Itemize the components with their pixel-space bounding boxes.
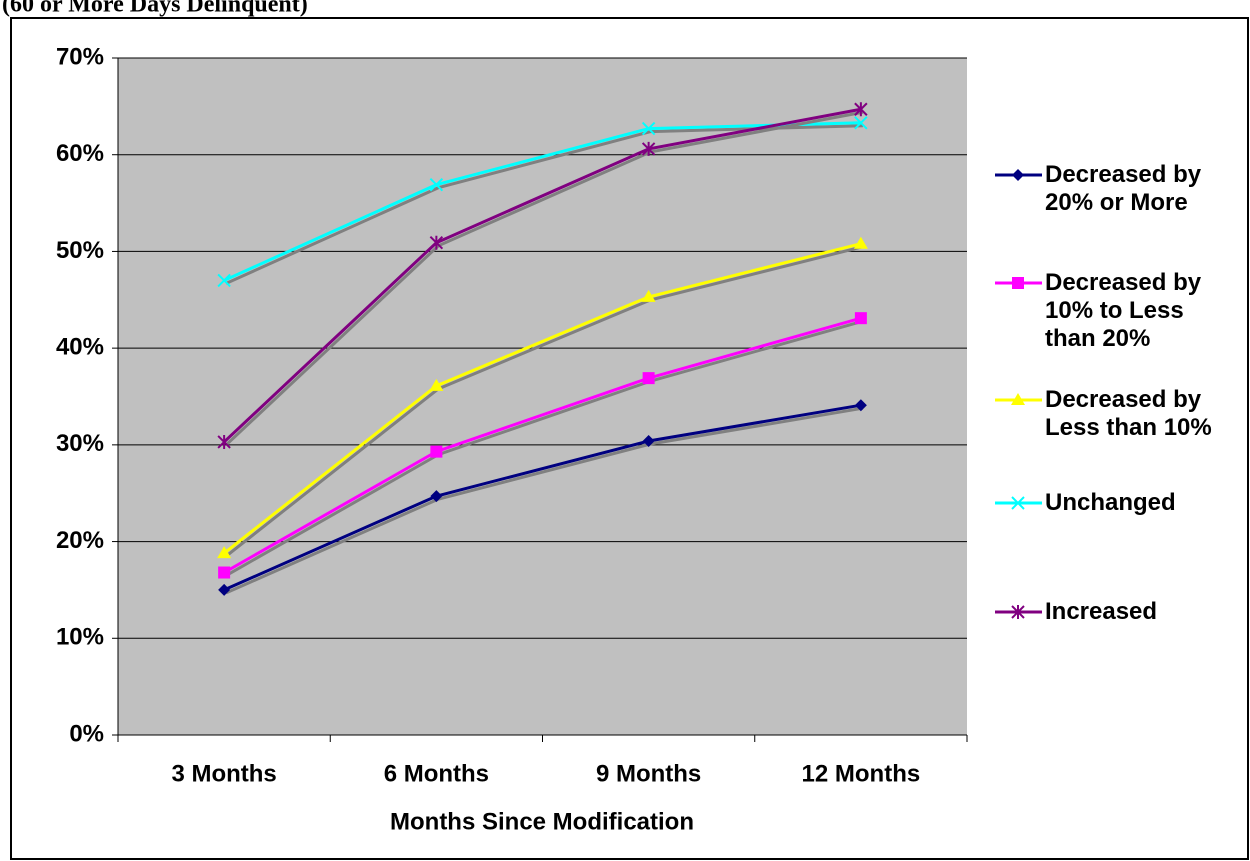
chart-border (10, 17, 1249, 860)
marker (217, 546, 232, 559)
y-tick-label: 50% (56, 237, 104, 264)
marker (429, 177, 444, 192)
marker (641, 121, 656, 136)
legend-label: Unchanged (1045, 489, 1176, 516)
marker (641, 289, 656, 302)
marker (854, 312, 867, 325)
line-shadow (225, 406, 864, 595)
marker (429, 378, 444, 391)
marker (217, 273, 231, 288)
legend-label: Increased (1045, 598, 1158, 625)
legend-marker (1011, 605, 1025, 619)
legend-label: Decreased by Less than 10% (1045, 386, 1212, 441)
marker (218, 583, 231, 596)
legend-marker (1011, 393, 1025, 405)
line-shadow (225, 319, 864, 577)
marker (854, 399, 867, 412)
legend-label: Decreased by 20% or More (1045, 161, 1202, 216)
series-line (223, 403, 862, 592)
marker (218, 566, 231, 579)
series-line (223, 107, 862, 444)
legend-marker (1012, 277, 1024, 289)
series-line (223, 242, 862, 555)
marker (853, 236, 868, 249)
legend-marker (1012, 169, 1024, 181)
y-tick-label: 20% (56, 527, 104, 554)
marker (217, 434, 231, 449)
y-tick-label: 70% (56, 43, 104, 70)
x-tick-label: 3 Months (171, 760, 276, 787)
marker (642, 434, 655, 447)
legend-label: Decreased by 10% to Less than 20% (1045, 269, 1202, 352)
line-shadow (225, 245, 864, 558)
x-axis-title: Months Since Modification (390, 808, 694, 835)
x-tick-label: 12 Months (802, 760, 921, 787)
marker (430, 490, 443, 503)
y-tick-label: 10% (56, 624, 104, 651)
chart-title: (60 or More Days Delinquent) (2, 0, 308, 18)
marker (430, 445, 443, 458)
marker (642, 372, 655, 385)
y-tick-label: 0% (69, 720, 104, 747)
marker (429, 235, 444, 250)
plot-area (118, 58, 967, 735)
marker (641, 141, 656, 156)
marker (854, 116, 868, 130)
legend-marker (1011, 496, 1025, 510)
x-tick-label: 9 Months (596, 760, 701, 787)
marker (854, 102, 868, 117)
y-tick-label: 60% (56, 140, 104, 167)
y-tick-label: 40% (56, 333, 104, 360)
series-line (223, 316, 862, 574)
y-tick-label: 30% (56, 430, 104, 457)
line-shadow (225, 110, 864, 447)
series-line (223, 121, 861, 282)
x-tick-label: 6 Months (384, 760, 489, 787)
